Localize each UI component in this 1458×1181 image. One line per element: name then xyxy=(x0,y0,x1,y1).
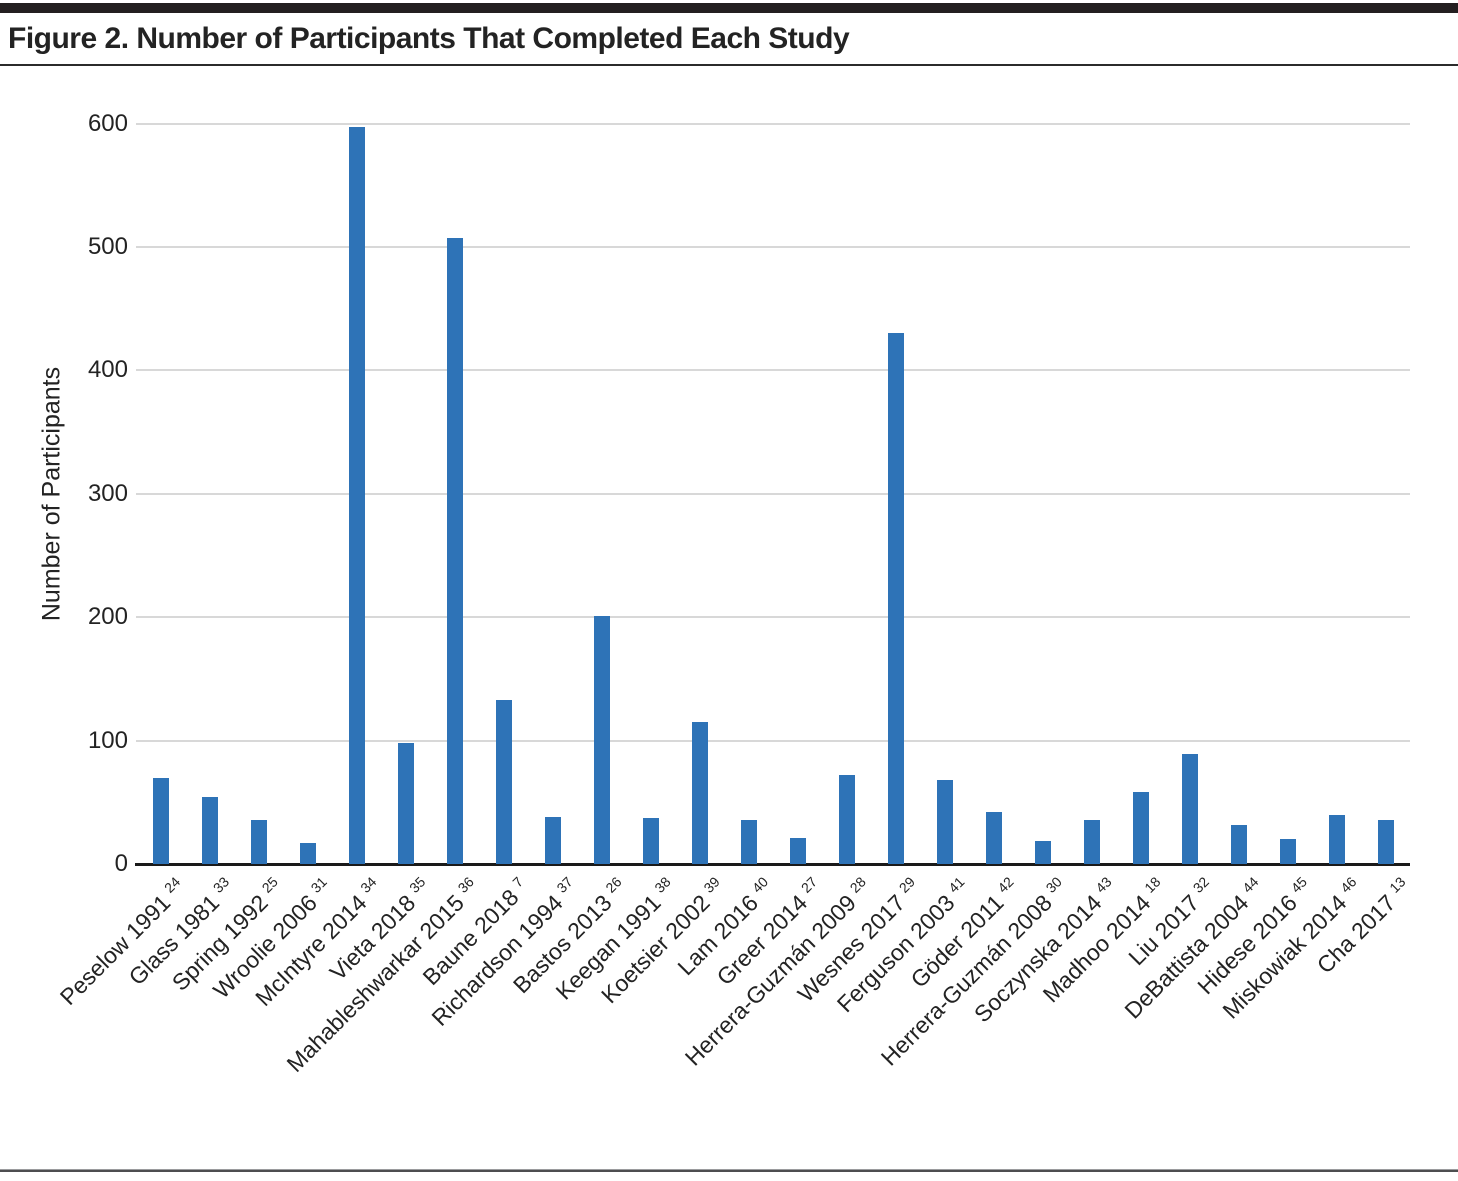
bar-ferguson-2003 xyxy=(937,780,953,864)
bar-glass-1981 xyxy=(202,797,218,864)
y-tick-label-400: 400 xyxy=(87,356,128,384)
top-divider-bar xyxy=(0,3,1458,13)
y-tick-label-600: 600 xyxy=(87,109,128,137)
y-tick-label-300: 300 xyxy=(87,479,128,507)
bar-madhoo-2014 xyxy=(1133,792,1149,864)
bar-lam-2016 xyxy=(741,820,757,864)
gridline-200 xyxy=(136,616,1410,619)
bar-spring-1992 xyxy=(251,820,267,864)
gridline-400 xyxy=(136,369,1410,372)
bar-herrera-guzm-n-2008 xyxy=(1035,841,1051,864)
bar-g-der-2011 xyxy=(986,812,1002,864)
bar-wesnes-2017 xyxy=(888,333,904,864)
title-rule xyxy=(0,64,1458,66)
bar-wroolie-2006 xyxy=(300,843,316,864)
bar-richardson-1994 xyxy=(545,817,561,864)
bottom-divider-rule xyxy=(0,1169,1458,1172)
bar-cha-2017 xyxy=(1378,820,1394,864)
y-tick-label-100: 100 xyxy=(87,726,128,754)
bar-peselow-1991 xyxy=(153,778,169,864)
bar-baune-2018 xyxy=(496,700,512,864)
bar-mahableshwarkar-2015 xyxy=(447,238,463,864)
bar-greer-2014 xyxy=(790,838,806,864)
figure-title: Figure 2. Number of Participants That Co… xyxy=(8,22,850,55)
y-tick-label-500: 500 xyxy=(87,232,128,260)
gridline-100 xyxy=(136,739,1410,742)
bar-herrera-guzm-n-2009 xyxy=(839,775,855,864)
x-axis-line xyxy=(135,863,1410,866)
y-tick-label-0: 0 xyxy=(114,850,128,877)
bar-mcintyre-2014 xyxy=(349,127,365,864)
gridline-500 xyxy=(136,245,1410,248)
bar-koetsier-2002 xyxy=(692,722,708,864)
y-tick-label-200: 200 xyxy=(87,603,128,631)
gridline-300 xyxy=(136,492,1410,495)
bar-liu-2017 xyxy=(1182,754,1198,864)
bar-miskowiak-2014 xyxy=(1329,815,1345,864)
bar-hidese-2016 xyxy=(1280,839,1296,864)
bar-bastos-2013 xyxy=(594,616,610,864)
gridline-600 xyxy=(136,122,1410,125)
bar-soczynska-2014 xyxy=(1084,820,1100,864)
bar-debattista-2004 xyxy=(1231,825,1247,864)
bar-vieta-2018 xyxy=(398,743,414,864)
bar-keegan-1991 xyxy=(643,818,659,864)
